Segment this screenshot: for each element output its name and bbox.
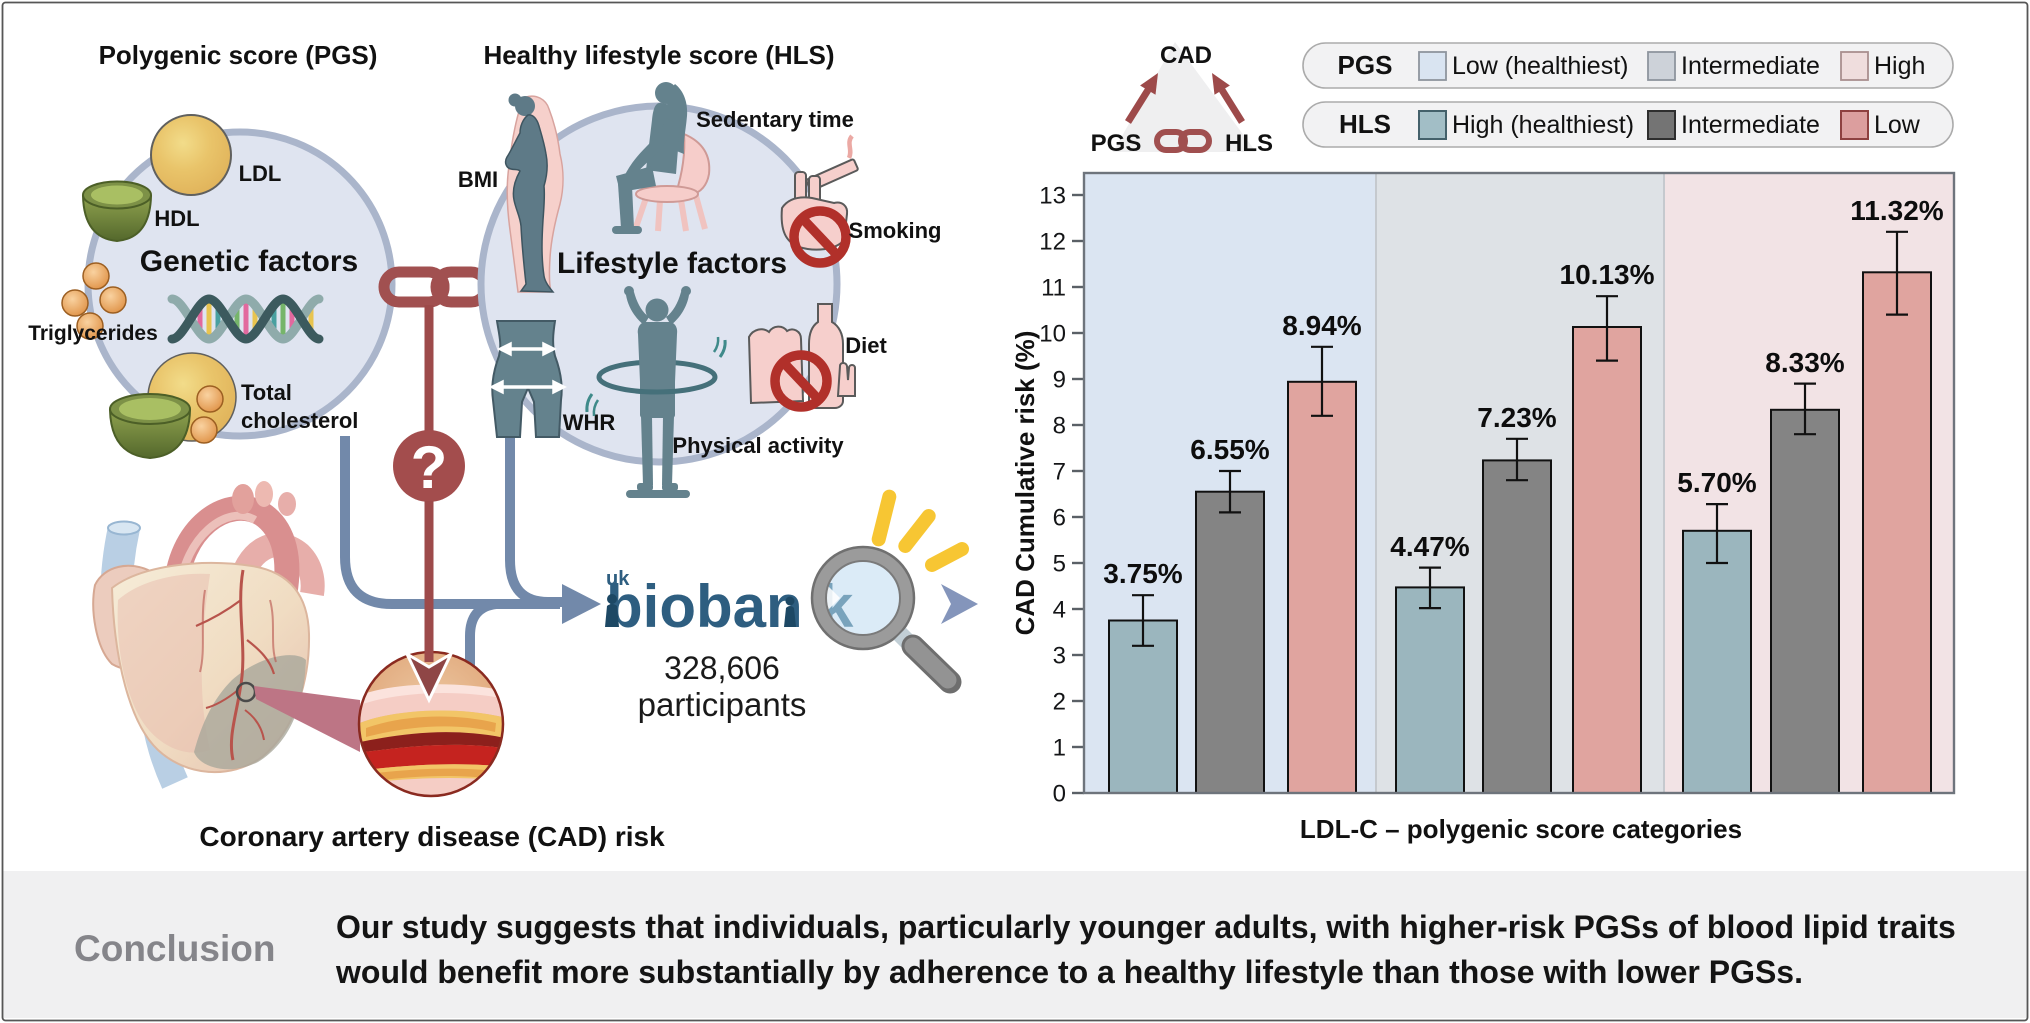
svg-text:Intermediate: Intermediate [1681,52,1820,80]
svg-text:Total: Total [241,380,292,405]
svg-text:5.70%: 5.70% [1677,467,1756,498]
svg-text:uk: uk [606,568,630,590]
svg-text:12: 12 [1039,229,1066,256]
svg-text:Coronary artery disease (CAD): Coronary artery disease (CAD) risk [199,821,665,852]
svg-text:5: 5 [1053,551,1066,578]
svg-text:3: 3 [1053,643,1066,670]
svg-text:1: 1 [1053,735,1066,762]
svg-text:10.13%: 10.13% [1560,259,1655,290]
svg-text:Polygenic score (PGS): Polygenic score (PGS) [99,40,378,70]
svg-text:WHR: WHR [563,410,616,435]
svg-text:HDL: HDL [154,206,199,231]
svg-text:11.32%: 11.32% [1850,195,1944,226]
svg-text:would benefit more substantial: would benefit more substantially by adhe… [335,954,1803,990]
svg-text:Sedentary time: Sedentary time [696,107,854,132]
svg-text:HLS: HLS [1339,109,1391,139]
svg-text:Genetic factors: Genetic factors [140,245,358,278]
svg-text:9: 9 [1053,367,1066,394]
svg-text:?: ? [411,434,448,501]
svg-text:0: 0 [1053,781,1066,808]
svg-text:7: 7 [1053,459,1066,486]
svg-text:Smoking: Smoking [849,218,942,243]
svg-text:13: 13 [1039,183,1066,210]
svg-text:8.33%: 8.33% [1765,347,1844,378]
svg-text:328,606: 328,606 [664,650,780,686]
svg-text:CAD Cumulative risk (%): CAD Cumulative risk (%) [1010,331,1040,636]
svg-text:BMI: BMI [458,167,498,192]
svg-text:HLS: HLS [1225,130,1273,157]
svg-text:Diet: Diet [845,333,887,358]
svg-text:Low: Low [1874,111,1921,139]
svg-text:10: 10 [1039,321,1066,348]
svg-text:Low (healthiest): Low (healthiest) [1452,52,1628,80]
svg-text:8: 8 [1053,413,1066,440]
svg-text:3.75%: 3.75% [1103,558,1182,589]
svg-text:7.23%: 7.23% [1477,402,1556,433]
svg-text:4: 4 [1053,597,1066,624]
svg-text:Intermediate: Intermediate [1681,111,1820,139]
svg-text:Conclusion: Conclusion [74,928,275,969]
svg-text:6.55%: 6.55% [1190,434,1269,465]
svg-text:CAD: CAD [1160,42,1212,69]
svg-text:Our study suggests that indivi: Our study suggests that individuals, par… [336,909,1956,945]
svg-text:bioban: bioban [606,573,803,640]
svg-text:2: 2 [1053,689,1066,716]
svg-text:participants: participants [638,686,807,723]
svg-text:6: 6 [1053,505,1066,532]
svg-text:Triglycerides: Triglycerides [28,322,158,345]
svg-text:PGS: PGS [1338,50,1393,80]
svg-text:8.94%: 8.94% [1282,310,1361,341]
svg-text:cholesterol: cholesterol [241,408,358,433]
svg-text:11: 11 [1041,275,1066,302]
svg-text:Physical activity: Physical activity [672,433,844,458]
svg-text:4.47%: 4.47% [1390,531,1469,562]
svg-text:PGS: PGS [1091,130,1142,157]
svg-text:LDL: LDL [239,161,282,186]
svg-text:Healthy lifestyle score (HLS): Healthy lifestyle score (HLS) [483,40,834,70]
svg-text:High: High [1874,52,1925,80]
svg-text:LDL-C – polygenic score catego: LDL-C – polygenic score categories [1300,814,1742,844]
svg-text:High (healthiest): High (healthiest) [1452,111,1634,139]
svg-text:Lifestyle factors: Lifestyle factors [557,247,787,280]
